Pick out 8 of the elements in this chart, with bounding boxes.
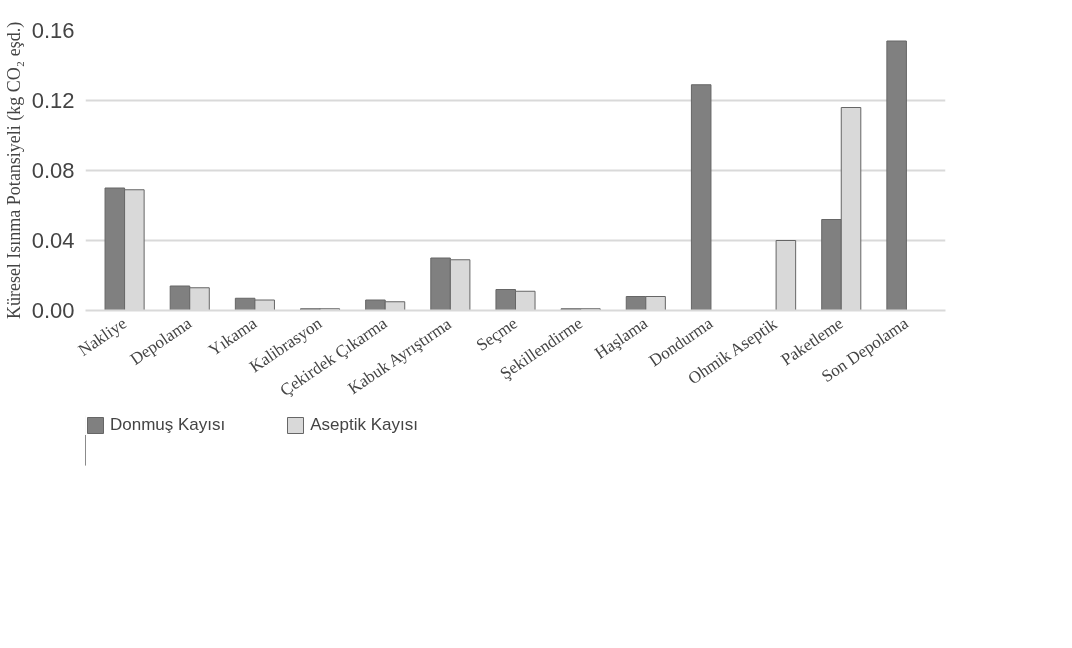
y-tick-label: 0.12 [31,88,75,113]
y-tick-label: 0.16 [31,18,75,43]
y-tick-label: 0.04 [31,228,75,253]
legend-label: Donmuş Kayısı [110,415,226,435]
y-tick-label: 0.08 [31,158,75,183]
y-axis-title: Küresel Isınma Potansiyeli (kg CO₂ eşd.) [3,21,25,320]
legend-label: Aseptik Kayısı [310,415,418,435]
y-tick-label: 0.00 [31,298,75,323]
